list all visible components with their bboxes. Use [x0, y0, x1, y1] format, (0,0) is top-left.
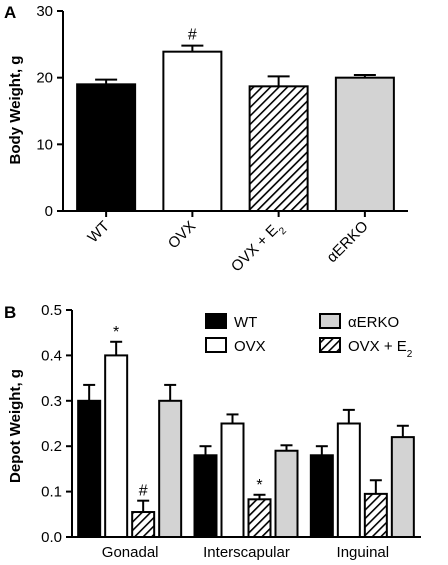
- panel-a-y-tick-label: 10: [36, 136, 53, 153]
- panel-a-bar: [76, 83, 137, 212]
- panel-b-bar-group: [309, 445, 334, 538]
- panel-b-bar-group: [158, 383, 183, 538]
- legend-swatch: [319, 313, 341, 329]
- panel-b-bar: [193, 454, 218, 538]
- panel-b-bar: [247, 498, 272, 538]
- panel-b-bar-group: [274, 444, 299, 538]
- panel-b-category-label: Inguinal: [337, 544, 390, 561]
- panel-b-bar: [104, 354, 129, 538]
- panel-a-category-label: αERKO: [323, 218, 371, 266]
- panel-b-legend: WT αERKO OVX OVX + E2: [205, 313, 413, 360]
- panel-b-y-tick-label: 0.0: [41, 529, 62, 546]
- legend-entry: WT: [205, 313, 257, 331]
- panel-a-bar: [248, 85, 309, 212]
- panel-a-category-label: WT: [84, 218, 113, 247]
- panel-b-bar-group: [390, 424, 415, 538]
- panel-a-y-tick-label: 20: [36, 70, 53, 87]
- panel-b-bar-group: *: [247, 477, 272, 538]
- panel-a-annotation: #: [188, 27, 197, 44]
- legend-swatch: [205, 313, 227, 329]
- panel-a-bar: [334, 76, 395, 212]
- panel-b-bar-group: [363, 479, 388, 538]
- panel-b-y-tick-label: 0.4: [41, 347, 62, 364]
- legend-swatch: [205, 337, 227, 353]
- panel-a-category-label: OVX: [165, 218, 199, 252]
- panel-b-bar: [390, 436, 415, 538]
- legend-label: OVX: [234, 338, 266, 355]
- panel-a-letter: A: [4, 3, 16, 22]
- panel-b: B Depot Weight, g 0.0 0.1 0.2 0.3 0.4 0.5 Gona…: [4, 302, 421, 561]
- panel-a-bar-group: #: [162, 27, 223, 212]
- panel-b-y-tick-label: 0.2: [41, 438, 62, 455]
- panel-a-category-label: OVX + E2: [228, 217, 289, 278]
- panel-b-bar: [131, 511, 156, 539]
- panel-b-bar: [77, 399, 102, 538]
- panel-b-annotation: *: [256, 477, 262, 494]
- legend-label: αERKO: [348, 314, 399, 331]
- panel-b-bar: [220, 422, 245, 538]
- legend-entry: αERKO: [319, 313, 399, 331]
- panel-b-bar-group: [220, 413, 245, 538]
- panel-b-bar: [336, 422, 361, 538]
- legend-label: WT: [234, 314, 257, 331]
- panel-b-y-tick-label: 0.5: [41, 302, 62, 319]
- panel-b-bar: [309, 454, 334, 538]
- panel-b-bar-group: [193, 445, 218, 538]
- panel-b-y-tick-label: 0.1: [41, 484, 62, 501]
- legend-entry: OVX + E2: [319, 337, 413, 360]
- panel-a-y-tick-label: 0: [45, 203, 53, 220]
- panel-b-bar-group: [336, 408, 361, 538]
- panel-b-y-tick-label: 0.3: [41, 393, 62, 410]
- legend-label: OVX + E2: [348, 338, 413, 360]
- panel-b-bar-group: #: [131, 483, 156, 539]
- legend-swatch: [319, 337, 341, 353]
- panel-b-annotation: *: [113, 324, 119, 341]
- panel-a-bar: [162, 50, 223, 212]
- panel-b-annotation: #: [139, 483, 148, 500]
- panel-b-letter: B: [4, 303, 16, 322]
- panel-a-bar-group: [76, 78, 137, 212]
- legend-entry: OVX: [205, 337, 266, 355]
- panel-b-bar: [363, 492, 388, 538]
- panel-b-bar-group: *: [104, 324, 129, 538]
- panel-b-y-axis-title: Depot Weight, g: [7, 369, 24, 483]
- panel-a-bar-group: [248, 75, 309, 212]
- panel-b-bars: * # *: [77, 324, 415, 539]
- panel-a-bars: #: [76, 27, 395, 212]
- panel-b-category-label: Gonadal: [102, 544, 159, 561]
- panel-a-y-tick-label: 30: [36, 3, 53, 20]
- panel-b-bar: [274, 449, 299, 538]
- panel-b-bar: [158, 399, 183, 538]
- panel-b-bar-group: [77, 383, 102, 538]
- panel-a-y-axis-title: Body Weight, g: [7, 56, 24, 165]
- panel-a-bar-group: [334, 74, 395, 212]
- panel-a-category-labels: WT OVX OVX + E2 αERKO: [84, 217, 371, 278]
- panel-b-category-label: Interscapular: [203, 544, 290, 561]
- panel-b-axes: 0.0 0.1 0.2 0.3 0.4 0.5 Gonadal Interscapular In…: [41, 302, 421, 561]
- panel-a: A Body Weight, g 0 10 20 30 # WT OVX OVX + E2…: [4, 3, 408, 278]
